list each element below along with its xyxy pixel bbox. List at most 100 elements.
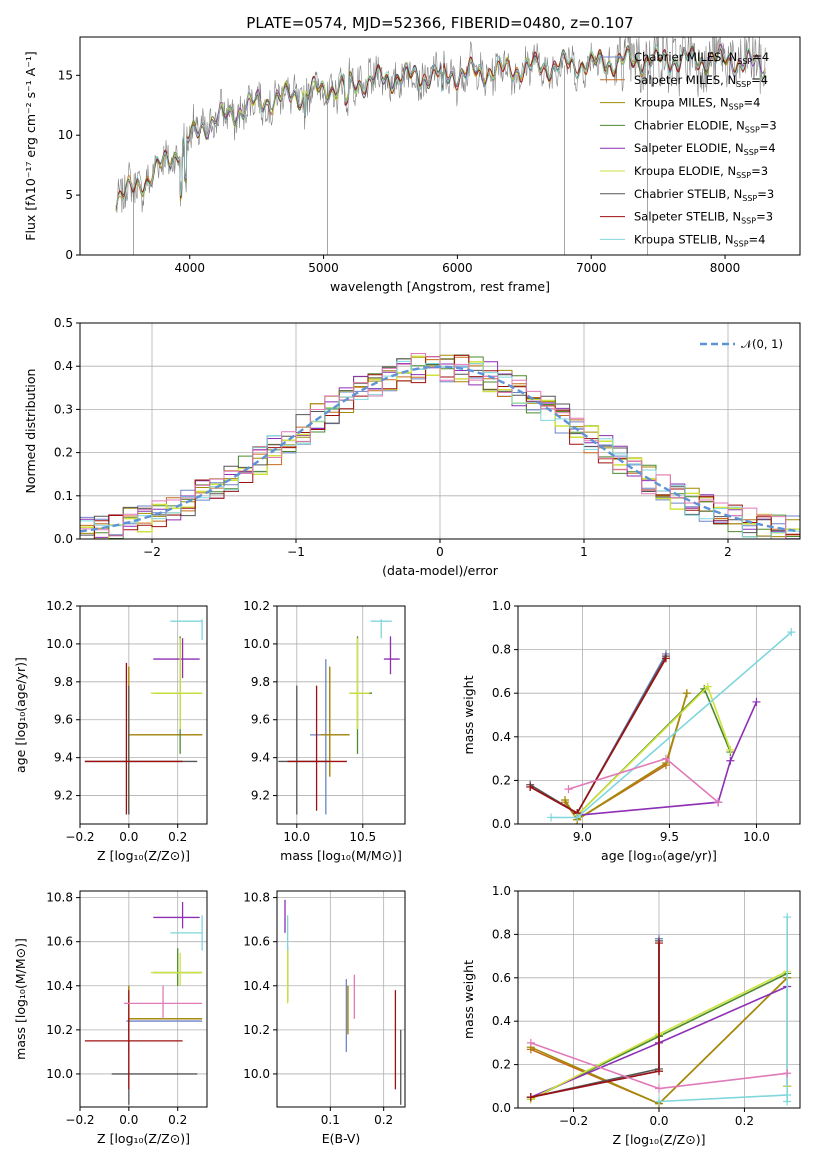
x-tick-label: 8000 bbox=[710, 261, 741, 275]
y-tick-label: 10.6 bbox=[46, 935, 73, 949]
legend-subscript: SSP bbox=[742, 194, 757, 203]
y-tick-label: 9.6 bbox=[54, 713, 73, 727]
y-axis-label: Flux [fλ10⁻¹⁷ erg cm⁻² s⁻¹ A⁻¹] bbox=[23, 51, 38, 240]
mass-weight-marker bbox=[526, 782, 535, 791]
y-tick-label: 9.2 bbox=[54, 789, 73, 803]
legend-subscript: SSP bbox=[734, 239, 749, 248]
y-tick-label: 10.2 bbox=[243, 1023, 270, 1037]
y-axis-label: age [log₁₀(age/yr)] bbox=[13, 657, 28, 773]
legend-label: Chabrier ELODIE, NSSP=3 bbox=[634, 118, 777, 134]
x-tick-label: 0.2 bbox=[374, 1113, 393, 1127]
mass-weight-vs-age-panel: 9.0 9.5 10.0 0.0 0.2 0.4 0.6 0.8 1.0 age [log₁₀(a… bbox=[461, 599, 801, 863]
x-tick-label: 0.0 bbox=[119, 1113, 138, 1127]
legend-label: Salpeter ELODIE, NSSP=4 bbox=[634, 141, 776, 157]
legend-subscript: SSP bbox=[729, 103, 744, 112]
mass-weight-marker bbox=[561, 796, 569, 805]
x-axis-label: E(B-V) bbox=[322, 1131, 361, 1146]
y-tick-label: 0.8 bbox=[492, 643, 511, 657]
legend-subscript: SSP bbox=[736, 80, 751, 89]
mass-weight-marker bbox=[655, 939, 663, 948]
y-tick-label: 10.4 bbox=[46, 979, 73, 993]
y-tick-label: 9.8 bbox=[251, 675, 270, 689]
x-axis-label: wavelength [Angstrom, rest frame] bbox=[330, 279, 550, 294]
x-axis-label: Z [log₁₀(Z/Z⊙)] bbox=[97, 1131, 190, 1146]
figure-title: PLATE=0574, MJD=52366, FIBERID=0480, z=0… bbox=[246, 14, 633, 32]
mass-weight-marker bbox=[655, 1097, 663, 1106]
y-tick-label: 0.0 bbox=[492, 817, 511, 831]
axes-frame bbox=[517, 890, 801, 1109]
x-axis-label: age [log₁₀(age/yr)] bbox=[601, 848, 717, 863]
y-tick-label: 5 bbox=[65, 188, 73, 202]
axes-frame bbox=[79, 890, 208, 1108]
y-tick-label: 0.6 bbox=[492, 686, 511, 700]
y-tick-label: 10.8 bbox=[46, 891, 73, 905]
y-tick-label: 9.4 bbox=[251, 751, 270, 765]
y-tick-label: 0.2 bbox=[492, 773, 511, 787]
residual-histogram bbox=[80, 353, 800, 539]
legend-count: =3 bbox=[756, 210, 773, 224]
legend-count: =4 bbox=[744, 96, 761, 110]
y-tick-label: 0.5 bbox=[54, 316, 73, 330]
mass-weight-marker bbox=[526, 1093, 535, 1102]
mass-weight-marker bbox=[564, 785, 573, 794]
y-tick-label: 0.3 bbox=[54, 402, 73, 416]
mass-vs-reddening-panel: 0.1 0.2 10.0 10.2 10.4 10.6 10.8 E(B-V) bbox=[243, 890, 406, 1146]
y-tick-label: 0.0 bbox=[492, 1101, 511, 1115]
plot-area bbox=[84, 902, 203, 1105]
y-tick-label: 1.0 bbox=[492, 884, 511, 898]
mass-weight-marker bbox=[783, 913, 792, 922]
axes-frame bbox=[276, 890, 406, 1108]
legend-count: =4 bbox=[752, 50, 769, 64]
y-tick-label: 0.6 bbox=[492, 971, 511, 985]
mass-weight-marker bbox=[726, 745, 735, 754]
mass-weight-line bbox=[529, 653, 667, 815]
mass-weight-line bbox=[658, 917, 789, 1103]
plot-area bbox=[526, 628, 796, 824]
mass-weight-line bbox=[530, 940, 660, 1098]
y-tick-label: 10.0 bbox=[46, 637, 73, 651]
legend-label: 𝒩(0, 1) bbox=[741, 337, 783, 351]
x-tick-label: 6000 bbox=[442, 261, 473, 275]
x-tick-label: 7000 bbox=[576, 261, 607, 275]
y-axis-label: mass weight bbox=[461, 960, 476, 1039]
mass-weight-marker bbox=[661, 654, 670, 663]
x-tick-label: 4000 bbox=[174, 261, 205, 275]
y-tick-label: 9.6 bbox=[251, 713, 270, 727]
residuals-panel: −2 −1 0 1 2 0.0 0.1 0.2 0.3 0.4 0.5 (data-model)/er… bbox=[23, 316, 801, 578]
x-tick-label: 0.1 bbox=[321, 1113, 340, 1127]
mass-weight-marker bbox=[655, 1067, 663, 1076]
axes-frame bbox=[276, 605, 406, 825]
plot-area bbox=[115, 37, 766, 255]
x-tick-label: 0.2 bbox=[168, 830, 187, 844]
x-axis-label: Z [log₁₀(Z/Z⊙)] bbox=[97, 848, 190, 863]
y-tick-label: 9.4 bbox=[54, 751, 73, 765]
legend-count: =4 bbox=[749, 232, 766, 246]
legend-count: =3 bbox=[757, 187, 774, 201]
mass-weight-marker bbox=[682, 689, 691, 698]
legend-count: =3 bbox=[760, 118, 777, 132]
axes-frame bbox=[517, 605, 801, 825]
x-tick-label: 1 bbox=[580, 545, 588, 559]
spectrum-panel: 4000 5000 6000 7000 8000 0 5 10 15 wavelength [An… bbox=[23, 36, 801, 294]
x-tick-label: 0.2 bbox=[735, 1114, 754, 1128]
mass-weight-marker bbox=[573, 813, 582, 822]
x-tick-label: 5000 bbox=[308, 261, 339, 275]
x-axis-label: mass [log₁₀(M/M⊙)] bbox=[280, 848, 402, 863]
mass-vs-metallicity-panel: −0.2 0.0 0.2 10.0 10.2 10.4 10.6 10.8 Z [log₁₀(Z… bbox=[13, 890, 208, 1146]
y-tick-label: 10.6 bbox=[243, 935, 270, 949]
legend-subscript: SSP bbox=[744, 148, 759, 157]
y-tick-label: 10.8 bbox=[243, 891, 270, 905]
plot-area bbox=[284, 899, 402, 1105]
mass-weight-marker bbox=[703, 682, 712, 691]
mass-weight-line bbox=[529, 657, 667, 815]
mass-weight-line bbox=[577, 701, 758, 817]
model-spectrum-line bbox=[115, 44, 766, 207]
y-tick-label: 1.0 bbox=[492, 599, 511, 613]
axes-frame bbox=[79, 605, 208, 825]
x-tick-label: −0.2 bbox=[65, 830, 94, 844]
legend-label: Salpeter STELIB, NSSP=3 bbox=[634, 210, 773, 226]
y-tick-label: 9.2 bbox=[251, 789, 270, 803]
y-tick-label: 0.8 bbox=[492, 927, 511, 941]
mass-weight-marker bbox=[526, 1038, 535, 1047]
